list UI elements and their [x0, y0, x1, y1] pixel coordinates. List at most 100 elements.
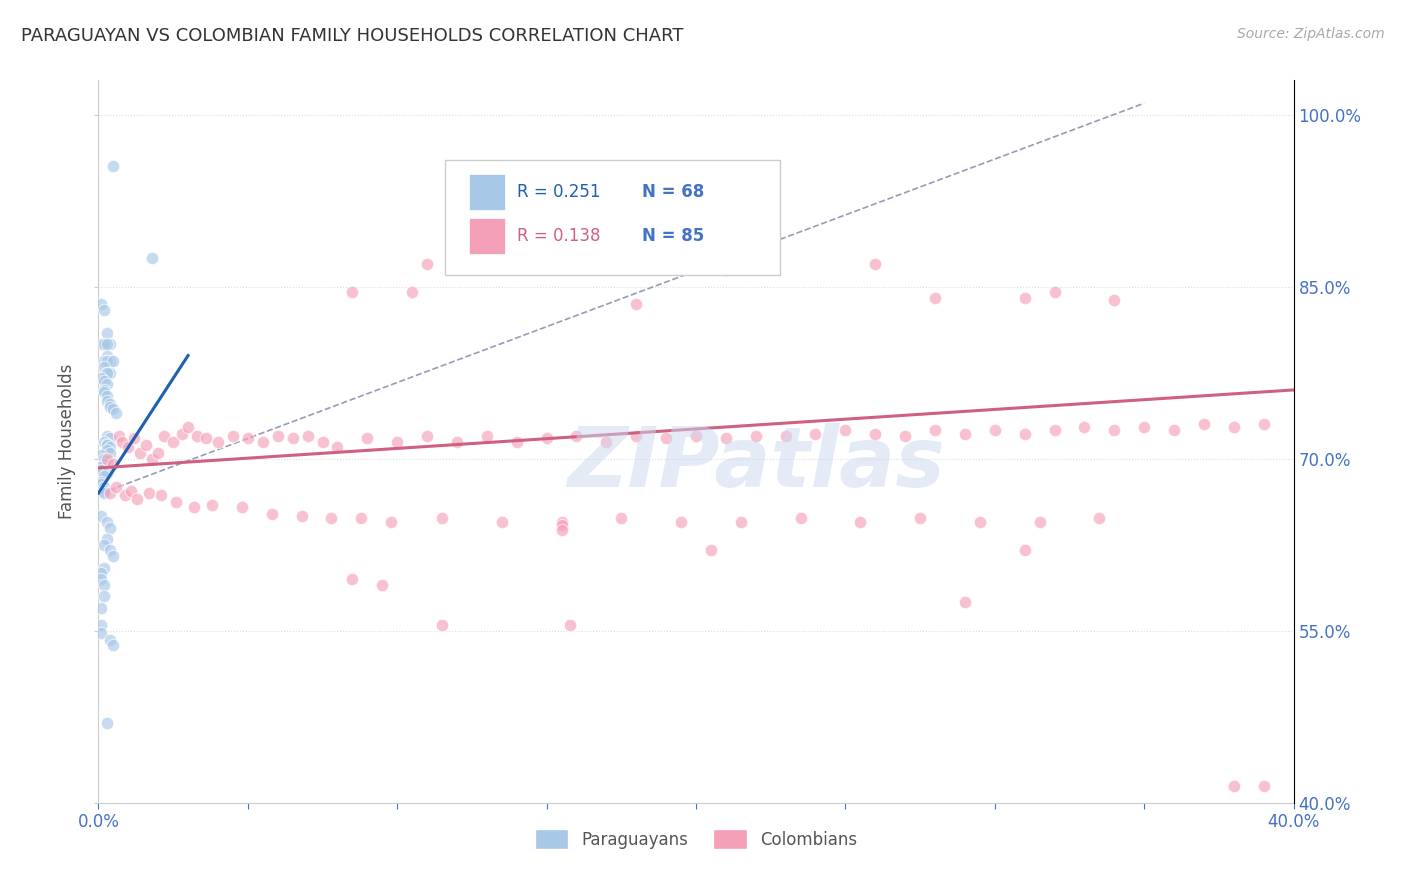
- Point: [96, 451, 118, 466]
- Point: [1192, 417, 1215, 432]
- Point: [924, 291, 946, 305]
- Point: [96, 715, 118, 730]
- Point: [135, 438, 157, 452]
- Point: [93, 480, 115, 494]
- Point: [93, 486, 115, 500]
- Point: [103, 458, 125, 472]
- Point: [321, 511, 343, 525]
- Point: [93, 451, 115, 466]
- Point: [207, 434, 229, 449]
- Point: [93, 354, 115, 368]
- Point: [93, 458, 115, 472]
- Text: ZIPatlas: ZIPatlas: [567, 423, 945, 504]
- Point: [550, 515, 572, 529]
- Point: [93, 359, 115, 374]
- Point: [267, 429, 290, 443]
- Point: [165, 495, 187, 509]
- Point: [475, 429, 498, 443]
- Point: [350, 511, 373, 525]
- Point: [804, 426, 827, 441]
- Point: [385, 434, 409, 449]
- Point: [96, 438, 118, 452]
- Point: [595, 434, 617, 449]
- Point: [550, 523, 572, 537]
- Point: [714, 431, 737, 445]
- Point: [111, 434, 134, 449]
- Point: [90, 566, 112, 581]
- Point: [90, 297, 112, 311]
- Point: [1104, 293, 1126, 308]
- Point: [96, 515, 118, 529]
- Point: [93, 383, 115, 397]
- Point: [103, 549, 125, 564]
- Point: [260, 507, 283, 521]
- Point: [90, 626, 112, 640]
- Point: [236, 431, 259, 445]
- Point: [685, 429, 707, 443]
- Point: [446, 434, 468, 449]
- Point: [96, 389, 118, 403]
- Point: [96, 454, 118, 468]
- Point: [93, 337, 115, 351]
- Point: [700, 543, 723, 558]
- Point: [626, 297, 648, 311]
- Point: [98, 520, 122, 534]
- Point: [93, 374, 115, 388]
- Point: [669, 515, 692, 529]
- Point: [626, 429, 648, 443]
- Point: [1133, 419, 1156, 434]
- Point: [865, 257, 887, 271]
- Point: [90, 371, 112, 385]
- Point: [745, 429, 768, 443]
- Point: [1014, 291, 1036, 305]
- Point: [90, 509, 112, 524]
- Point: [172, 426, 194, 441]
- Point: [849, 515, 872, 529]
- Point: [150, 488, 173, 502]
- Point: [730, 515, 752, 529]
- Point: [98, 486, 122, 500]
- Point: [162, 434, 184, 449]
- Point: [96, 326, 118, 340]
- Point: [90, 459, 112, 474]
- Point: [96, 366, 118, 380]
- Point: [953, 595, 976, 609]
- Point: [90, 600, 112, 615]
- Point: [90, 475, 112, 489]
- Point: [281, 431, 304, 445]
- Point: [655, 431, 678, 445]
- Point: [96, 532, 118, 546]
- Point: [380, 515, 402, 529]
- Point: [93, 578, 115, 592]
- Point: [610, 511, 633, 525]
- FancyBboxPatch shape: [446, 160, 780, 276]
- Point: [90, 572, 112, 586]
- Point: [98, 632, 122, 647]
- Point: [124, 431, 146, 445]
- Point: [120, 483, 142, 498]
- Point: [96, 466, 118, 480]
- Text: N = 85: N = 85: [643, 227, 704, 244]
- Point: [297, 429, 319, 443]
- Point: [430, 511, 453, 525]
- Y-axis label: Family Households: Family Households: [58, 364, 76, 519]
- Point: [183, 500, 205, 514]
- Point: [201, 498, 224, 512]
- Point: [1028, 515, 1050, 529]
- Point: [401, 285, 423, 300]
- Point: [93, 560, 115, 574]
- Point: [103, 354, 125, 368]
- Point: [1073, 419, 1095, 434]
- Point: [342, 572, 364, 586]
- Point: [96, 349, 118, 363]
- Point: [311, 434, 333, 449]
- Point: [865, 426, 887, 441]
- Point: [1104, 423, 1126, 437]
- Point: [371, 578, 394, 592]
- Point: [491, 515, 513, 529]
- Point: [430, 618, 453, 632]
- Point: [96, 377, 118, 392]
- Point: [416, 429, 439, 443]
- Point: [98, 440, 122, 454]
- Point: [98, 400, 122, 414]
